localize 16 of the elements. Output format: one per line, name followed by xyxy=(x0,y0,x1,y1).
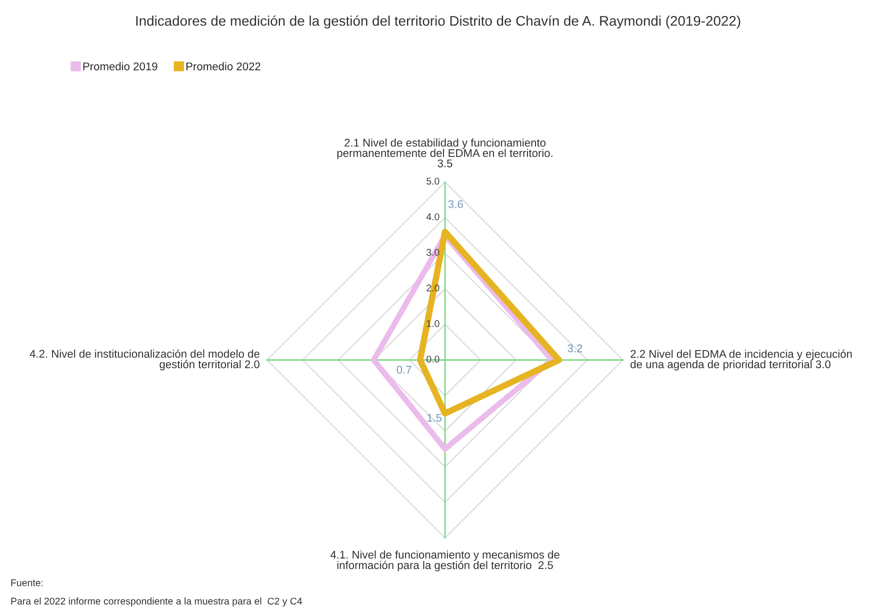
spoke-label: 2.2 Nivel del EDMA de incidencia y ejecución de una agenda de prioridad territorial 3.0 xyxy=(630,350,852,370)
y-tick-label: 0.0 xyxy=(426,356,440,363)
source-note: Fuente: xyxy=(11,579,43,586)
text: Para el 2022 informe correspondiente a la muestra para el C2 y C4 xyxy=(11,597,302,606)
legend-label: Promedio 2022 xyxy=(186,62,260,70)
y-tick-label: 5.0 xyxy=(426,178,440,185)
y-tick-label: 4.0 xyxy=(426,213,440,220)
spoke-label: 2.1 Nivel de estabilidad y funcionamiento permanentemente del EDMA en el territorio. 3.5 xyxy=(337,138,552,168)
data-label: 3.6 xyxy=(448,200,463,208)
chart-title: Indicadores de medición de la gestión del territorio Distrito de Chavín de A. Raymondi (2019-2022) xyxy=(136,15,740,29)
spoke-label: 4.2. Nivel de institucionalización del modelo de gestión territorial 2.0 xyxy=(30,349,260,370)
spoke-label: 4.1. Nivel de funcionamiento y mecanismos de información para la gestión del territorio 2.5 xyxy=(330,550,560,572)
data-label: 0.7 xyxy=(396,366,412,374)
data-label: 3.2 xyxy=(568,344,582,352)
data-label: 1.5 xyxy=(427,414,442,422)
legend-label: Promedio 2019 xyxy=(83,62,158,70)
